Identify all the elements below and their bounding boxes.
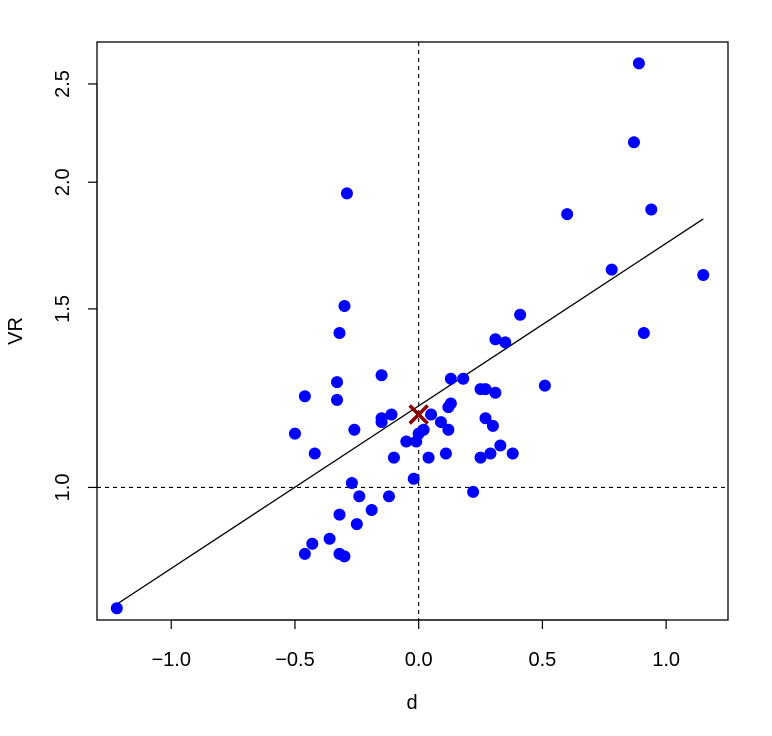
data-point (338, 299, 351, 312)
data-point (331, 376, 344, 389)
data-point (467, 485, 480, 498)
data-point (110, 602, 123, 615)
data-point (637, 327, 650, 340)
y-tick-label: 2.5 (52, 70, 74, 98)
data-point (506, 447, 519, 460)
x-axis: −1.0 −0.5 0.0 0.5 1.0 (151, 619, 680, 671)
data-point (425, 408, 438, 421)
data-point (298, 547, 311, 560)
y-tick-label: 1.0 (52, 474, 74, 502)
data-point (514, 308, 527, 321)
reference-lines (97, 42, 728, 620)
y-axis-label: VR (5, 317, 27, 345)
plot-frame (96, 41, 729, 621)
data-point (345, 477, 358, 490)
data-point (375, 369, 388, 382)
center-marker-group (408, 404, 429, 425)
data-point (298, 390, 311, 403)
data-point (385, 408, 398, 421)
data-point (288, 427, 301, 440)
data-point (400, 435, 413, 448)
data-points (110, 57, 710, 615)
y-tick-label: 2.0 (52, 168, 74, 196)
data-point (697, 269, 710, 282)
data-point (375, 412, 388, 425)
data-point (331, 393, 344, 406)
data-point (308, 447, 321, 460)
data-point (645, 203, 658, 216)
data-point (306, 537, 319, 550)
data-point (444, 372, 457, 385)
data-point (489, 386, 502, 399)
data-point (494, 439, 507, 452)
data-point (444, 397, 457, 410)
fit-line (116, 218, 704, 605)
data-point (479, 383, 492, 396)
data-point (627, 136, 640, 149)
marker-stroke (408, 404, 429, 425)
data-point (348, 423, 361, 436)
fit-line-group (116, 218, 704, 605)
data-point (489, 333, 502, 346)
data-point (605, 263, 618, 276)
data-point (474, 451, 487, 464)
data-point (499, 336, 512, 349)
x-tick-label: 1.0 (652, 649, 680, 671)
data-point (333, 508, 346, 521)
data-point (338, 550, 351, 563)
x-tick-label: 0.5 (529, 649, 557, 671)
data-point (561, 208, 574, 221)
data-point (333, 327, 346, 340)
data-point (382, 490, 395, 503)
data-point (350, 518, 363, 531)
data-point (387, 451, 400, 464)
data-point (353, 490, 366, 503)
y-tick-label: 1.5 (52, 295, 74, 323)
data-point (422, 451, 435, 464)
data-point (632, 57, 645, 70)
data-point (417, 423, 430, 436)
data-point (484, 447, 497, 460)
data-point (434, 416, 447, 429)
x-tick-label: −0.5 (275, 649, 314, 671)
data-point (486, 419, 499, 432)
data-point (538, 379, 551, 392)
x-tick-label: 0.0 (405, 649, 433, 671)
data-point (457, 372, 470, 385)
x-tick-label: −1.0 (151, 649, 190, 671)
data-point (442, 423, 455, 436)
x-axis-label: d (406, 692, 417, 714)
data-point (407, 472, 420, 485)
data-point (439, 447, 452, 460)
data-point (365, 504, 378, 517)
data-point (323, 532, 336, 545)
data-point (479, 412, 492, 425)
data-point (340, 187, 353, 200)
y-axis: 1.0 1.5 2.0 2.5 (52, 70, 98, 502)
